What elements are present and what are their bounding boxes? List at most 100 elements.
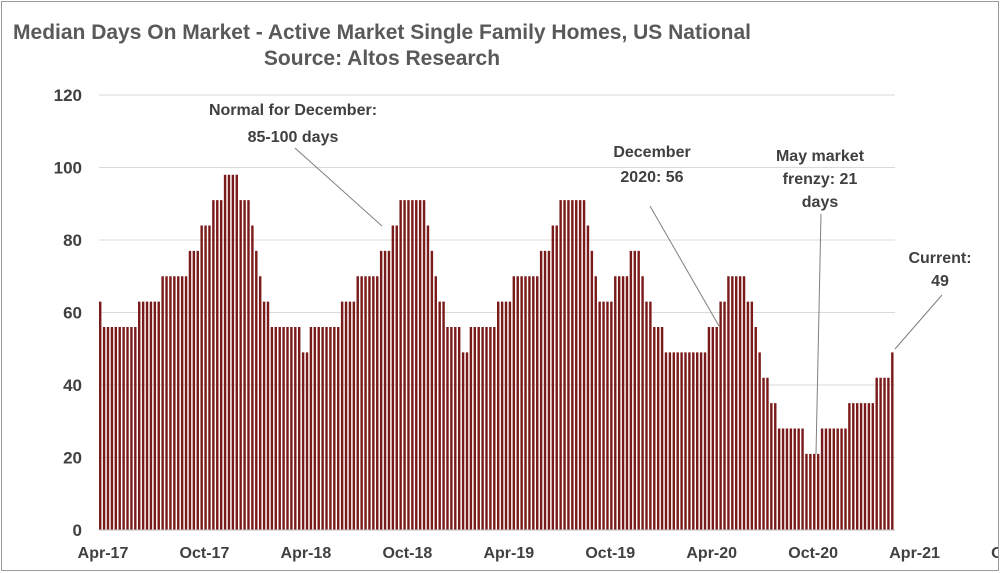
bar	[520, 276, 523, 530]
annotation-text: 49	[931, 273, 949, 290]
bar	[321, 327, 324, 530]
bar	[816, 453, 820, 531]
bar	[497, 301, 500, 531]
bar	[278, 327, 281, 530]
bar	[738, 276, 742, 530]
annotation-text: days	[802, 194, 839, 211]
bar	[403, 200, 406, 531]
bar	[446, 327, 449, 530]
bar	[356, 276, 359, 530]
bar	[578, 200, 582, 531]
bar	[684, 352, 687, 531]
bar	[317, 327, 320, 530]
bar	[664, 352, 668, 531]
bar	[547, 250, 551, 531]
bar	[274, 327, 278, 530]
bar	[571, 200, 574, 531]
bar	[875, 377, 878, 530]
bar	[368, 276, 371, 530]
bar	[727, 276, 730, 530]
bar	[559, 200, 562, 531]
bar	[754, 327, 757, 530]
bar	[703, 352, 707, 531]
bar	[485, 327, 488, 530]
bar	[660, 327, 664, 530]
bar	[461, 352, 465, 531]
bar	[645, 301, 648, 531]
bar	[871, 403, 875, 531]
bar	[454, 327, 457, 530]
bar	[590, 250, 594, 531]
bar	[141, 301, 145, 531]
bar	[208, 225, 211, 530]
bar	[606, 301, 609, 531]
bar	[153, 301, 157, 531]
bar	[883, 377, 886, 530]
bar	[290, 327, 293, 530]
annotation-leader-line	[815, 213, 822, 455]
y-tick-label: 20	[63, 449, 82, 468]
bar	[781, 428, 785, 530]
bar	[508, 301, 512, 531]
bar	[325, 327, 328, 530]
bar	[352, 301, 356, 531]
bar	[106, 327, 110, 530]
bar	[262, 301, 266, 531]
bar	[805, 453, 808, 531]
x-tick-label: Oct-17	[180, 545, 230, 562]
bar	[524, 276, 527, 530]
y-tick-label: 40	[63, 376, 82, 395]
x-tick-label: Oct-20	[788, 545, 838, 562]
bar	[99, 301, 102, 531]
bar	[621, 276, 625, 530]
bar	[711, 327, 715, 530]
bar	[216, 200, 219, 531]
bar	[255, 250, 258, 531]
bar	[532, 276, 535, 530]
bar	[625, 276, 629, 530]
bar	[251, 225, 254, 530]
bar	[891, 352, 894, 531]
bar	[758, 352, 761, 531]
bar	[465, 352, 469, 531]
bar	[637, 250, 640, 531]
bar	[477, 327, 480, 530]
bar	[836, 428, 839, 530]
bar	[785, 428, 789, 530]
bar	[489, 327, 492, 530]
bar	[196, 250, 199, 531]
bar	[344, 301, 348, 531]
bar	[516, 276, 519, 530]
bar	[656, 327, 660, 530]
bar	[692, 352, 695, 531]
x-tick-label: Apr-17	[78, 545, 129, 562]
bar	[430, 250, 434, 531]
bar	[614, 276, 617, 530]
bar	[863, 403, 867, 531]
bar	[633, 250, 636, 531]
y-tick-label: 120	[54, 86, 82, 105]
bar	[282, 327, 285, 530]
bar	[130, 327, 133, 530]
x-tick-label: Apr-20	[686, 545, 737, 562]
y-tick-label: 60	[63, 304, 82, 323]
bar	[504, 301, 508, 531]
bar	[696, 352, 699, 531]
annotation-leader-line	[649, 205, 720, 327]
bar	[602, 301, 605, 531]
bar	[360, 276, 363, 530]
bar	[294, 327, 297, 530]
bar	[169, 276, 172, 530]
bar	[551, 225, 555, 530]
annotation-text: Normal for December:	[209, 102, 377, 119]
bar	[309, 327, 313, 530]
bar	[672, 352, 676, 531]
bar	[165, 276, 168, 530]
bar	[586, 225, 590, 530]
y-tick-label: 80	[63, 231, 82, 250]
bar	[766, 377, 769, 530]
bar	[473, 327, 477, 530]
bar	[134, 327, 137, 530]
bar	[774, 403, 777, 531]
